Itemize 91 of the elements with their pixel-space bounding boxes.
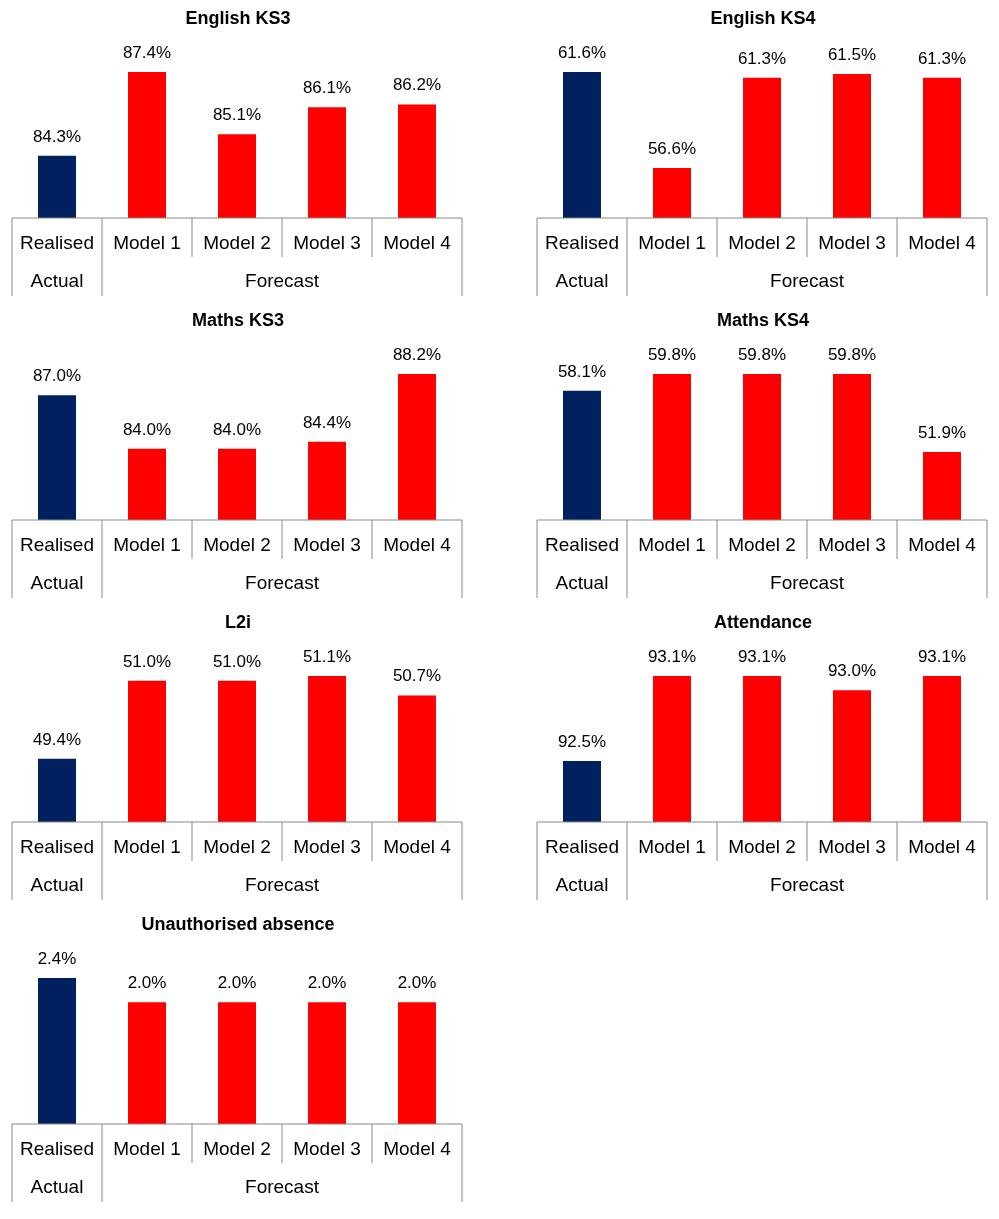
data-label: 87.0% — [32, 366, 82, 386]
text: Forecast — [245, 270, 320, 291]
x-tick-label: Model 3 — [293, 1138, 361, 1159]
data-label: 59.8% — [647, 345, 697, 364]
x-tick-label: Model 4 — [908, 836, 977, 857]
data-label: 2.0% — [307, 973, 347, 993]
x-tick-label: Realised — [545, 232, 619, 253]
x-tick-label: Model 2 — [203, 836, 271, 857]
data-label: 93.1% — [917, 647, 967, 666]
data-label: 51.0% — [212, 651, 262, 671]
x-tick-label: Model 3 — [293, 232, 361, 253]
x-tick-label: Realised — [20, 534, 94, 555]
x-tick-label: Model 2 — [728, 232, 796, 253]
data-label: 86.2% — [392, 75, 442, 95]
x-tick-label: Model 4 — [383, 1138, 452, 1159]
x-tick-label: Model 4 — [908, 534, 977, 555]
data-label: 2.4% — [37, 949, 77, 968]
text: Actual — [555, 874, 609, 895]
data-label: 59.8% — [827, 345, 877, 364]
x-tick-label: Realised — [545, 836, 619, 857]
x-tick-label: Model 1 — [638, 534, 706, 555]
x-tick-label: Model 1 — [113, 1138, 181, 1159]
text: Actual — [30, 270, 84, 291]
data-label: 87.4% — [122, 43, 172, 62]
data-label: 93.0% — [827, 661, 877, 681]
text: Actual — [555, 572, 609, 593]
text: Forecast — [245, 874, 320, 895]
data-label: 51.0% — [122, 651, 172, 671]
chart-title: Maths KS4 — [716, 310, 810, 332]
data-label: 50.7% — [392, 666, 442, 686]
data-label: 85.1% — [212, 105, 262, 125]
x-tick-label: Model 1 — [638, 836, 706, 857]
x-tick-label: Model 4 — [383, 836, 452, 857]
chart-title: Maths KS3 — [191, 310, 285, 332]
text: Forecast — [245, 1176, 320, 1197]
x-tick-label: Model 3 — [293, 534, 361, 555]
x-tick-label: Model 1 — [113, 534, 181, 555]
chart-title: L2i — [224, 612, 252, 634]
chart-title: English KS4 — [709, 8, 817, 30]
data-label: 58.1% — [557, 361, 607, 381]
text: Actual — [30, 572, 84, 593]
data-label: 61.5% — [827, 44, 877, 64]
data-label: 84.0% — [212, 419, 262, 439]
data-label: 93.1% — [737, 647, 787, 666]
data-label: 51.1% — [302, 647, 352, 666]
data-label: 84.4% — [302, 412, 352, 432]
data-label: 84.0% — [122, 419, 172, 439]
text: Forecast — [245, 572, 320, 593]
data-label: 93.1% — [647, 647, 697, 666]
x-tick-label: Realised — [545, 534, 619, 555]
data-label: 88.2% — [392, 345, 442, 364]
data-label: 51.9% — [917, 422, 967, 442]
x-tick-label: Model 2 — [203, 232, 271, 253]
x-tick-label: Realised — [20, 1138, 94, 1159]
data-label: 86.1% — [302, 78, 352, 98]
data-label: 61.6% — [557, 43, 607, 62]
data-label: 2.0% — [397, 973, 437, 993]
x-tick-label: Realised — [20, 836, 94, 857]
x-tick-label: Model 3 — [818, 232, 886, 253]
chart-title: Attendance — [713, 612, 813, 634]
data-label: 61.3% — [917, 48, 967, 68]
text: Actual — [30, 1176, 84, 1197]
x-tick-label: Model 2 — [728, 534, 796, 555]
text: Actual — [555, 270, 609, 291]
data-label: 56.6% — [647, 139, 697, 159]
x-tick-label: Model 2 — [203, 534, 271, 555]
text: Forecast — [770, 270, 845, 291]
x-tick-label: Model 4 — [908, 232, 977, 253]
x-tick-label: Realised — [20, 232, 94, 253]
x-tick-label: Model 2 — [203, 1138, 271, 1159]
data-label: 59.8% — [737, 345, 787, 364]
x-tick-label: Model 2 — [728, 836, 796, 857]
text: Forecast — [770, 572, 845, 593]
text: Actual — [30, 874, 84, 895]
chart-title: Unauthorised absence — [140, 914, 336, 936]
data-label: 61.3% — [737, 48, 787, 68]
data-label: 49.4% — [32, 729, 82, 749]
text: Forecast — [770, 874, 845, 895]
x-tick-label: Model 4 — [383, 534, 452, 555]
x-tick-label: Model 3 — [818, 534, 886, 555]
x-tick-label: Model 3 — [293, 836, 361, 857]
chart-title: English KS3 — [184, 8, 292, 30]
x-tick-label: Model 1 — [113, 836, 181, 857]
data-label: 84.3% — [32, 126, 82, 146]
data-label: 2.0% — [217, 973, 257, 993]
data-label: 2.0% — [127, 973, 167, 993]
x-tick-label: Model 1 — [638, 232, 706, 253]
x-tick-label: Model 1 — [113, 232, 181, 253]
x-tick-label: Model 4 — [383, 232, 452, 253]
x-tick-label: Model 3 — [818, 836, 886, 857]
data-label: 92.5% — [557, 732, 607, 752]
